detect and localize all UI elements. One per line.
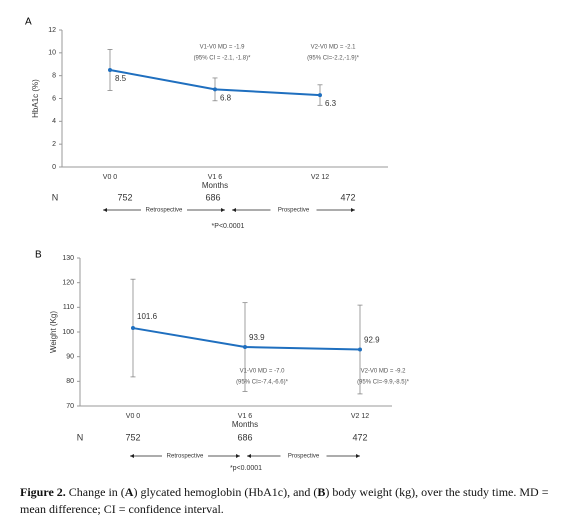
figure: A 0 2 4 6 8 10 12 HbA1c (%) Months V0 0 V1 6 V2 12 8.… [25,17,410,472]
y-tick-label: 80 [66,378,74,385]
annotation: (95% CI=-7.4,-6.6)* [236,380,289,386]
y-tick-label: 12 [48,27,56,34]
annotation: (95% CI=-9.9,-8.5)* [357,380,410,386]
y-tick-label: 0 [52,164,56,171]
y-tick-label: 70 [66,403,74,410]
arrow-head [247,454,251,458]
arrow-head [351,208,355,212]
arrow-head [221,208,225,212]
caption-part: B [317,485,326,499]
y-tick-label: 8 [52,73,56,80]
y-tick-label: 110 [63,304,74,311]
value-label: 101.6 [137,312,158,321]
arrow-head [232,208,236,212]
y-tick-label: 2 [52,141,56,148]
annotation: V2-V0 MD = -9.2 [361,369,407,375]
x-tick-label: V0 0 [103,174,118,181]
value-label: 6.3 [325,99,337,108]
n-label: N [77,432,84,442]
y-tick-label: 100 [62,329,74,336]
x-axis-label: Months [232,420,258,429]
value-label: 8.5 [115,74,127,83]
data-point [358,347,362,352]
data-point [243,345,247,350]
annotation: V1-V0 MD = -7.0 [240,369,286,375]
x-tick-label: V0 0 [126,413,141,420]
caption-part: ) glycated hemoglobin (HbA1c), and ( [133,485,318,499]
y-tick-label: 90 [66,354,74,361]
x-tick-label: V1 6 [238,413,253,420]
n-value: 472 [340,192,355,202]
value-label: 6.8 [220,93,232,102]
footnote: *P<0.0001 [212,223,245,230]
period-label: Retrospective [167,454,204,460]
y-tick-label: 10 [48,50,56,57]
data-point [213,87,217,92]
x-tick-label: V2 12 [311,174,329,181]
caption-part: A [124,485,134,499]
y-axis-label: Weight (Kg) [49,311,58,353]
period-label: Prospective [288,454,320,460]
value-label: 93.9 [249,333,265,342]
y-tick-label: 130 [62,255,74,262]
caption-part: Figure 2. [20,485,66,499]
panel-label: A [25,17,32,28]
arrow-head [356,454,360,458]
y-tick-label: 4 [52,118,56,125]
caption-part: Change in ( [65,485,125,499]
annotation: V1-V0 MD = -1.9 [200,45,246,51]
n-value: 686 [205,192,220,202]
period-label: Retrospective [146,208,183,214]
n-value: 686 [237,432,252,442]
data-point [318,93,322,98]
arrow-head [103,208,107,212]
y-tick-label: 120 [62,280,74,287]
x-tick-label: V1 6 [208,174,223,181]
data-point [131,326,135,331]
caption: Figure 2. Change in (A) glycated hemoglo… [20,484,550,518]
n-value: 752 [117,192,132,202]
period-label: Prospective [278,208,310,214]
arrow-head [236,454,240,458]
arrow-head [130,454,134,458]
y-tick-label: 6 [52,95,56,102]
panel-label: B [35,250,42,261]
n-label: N [52,192,59,202]
annotation: V2-V0 MD = -2.1 [311,45,357,51]
value-label: 92.9 [364,336,380,345]
data-point [108,67,112,72]
annotation: (95% CI = -2.1, -1.8)* [194,56,252,62]
x-axis-label: Months [202,181,228,190]
x-tick-label: V2 12 [351,413,369,420]
footnote: *p<0.0001 [230,465,262,472]
annotation: (95% CI=-2.2,-1.9)* [307,56,360,62]
y-axis-label: HbA1c (%) [31,79,40,118]
caption-part: ) body weight (kg), over the study time.… [20,485,549,516]
n-value: 752 [125,432,140,442]
n-value: 472 [352,432,367,442]
